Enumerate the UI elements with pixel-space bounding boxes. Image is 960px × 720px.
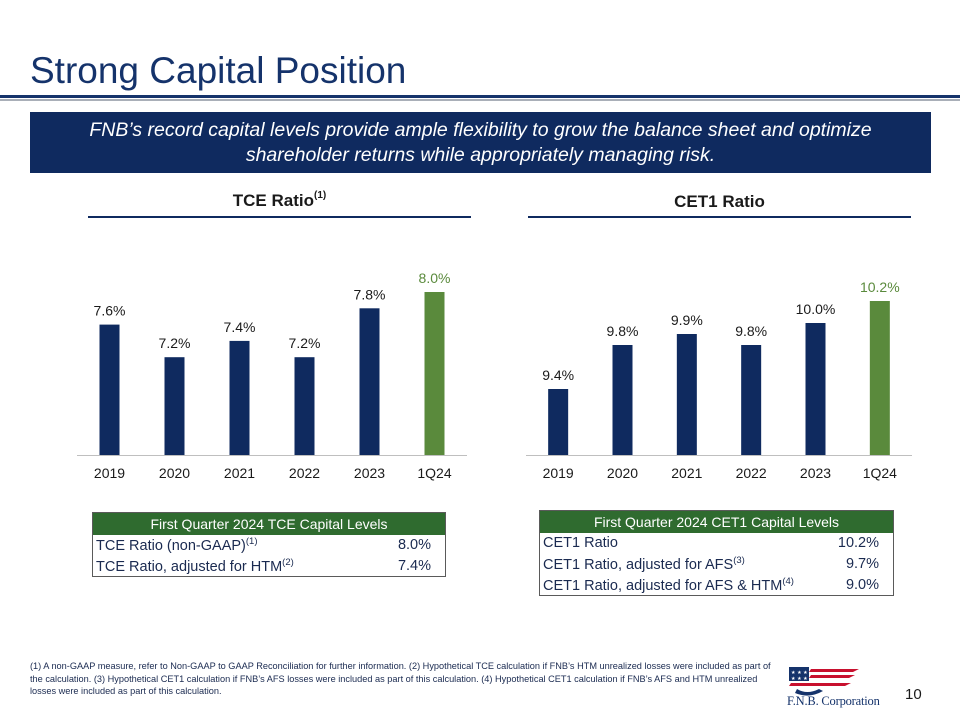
tce-tick-label: 2020: [159, 465, 190, 481]
tce-data-label: 7.2%: [159, 335, 191, 351]
cet1-capital-levels-table: First Quarter 2024 CET1 Capital Levels C…: [539, 510, 894, 596]
key-message-banner: FNB’s record capital levels provide ampl…: [30, 112, 931, 173]
row-label: CET1 Ratio: [540, 533, 828, 554]
cet1-tick-label: 2023: [800, 465, 831, 481]
table-row: TCE Ratio, adjusted for HTM(2) 7.4%: [93, 556, 446, 577]
table-header: First Quarter 2024 CET1 Capital Levels: [539, 510, 894, 533]
row-label-text: CET1 Ratio, adjusted for AFS & HTM: [543, 577, 783, 594]
cet1-data-label: 10.2%: [860, 279, 900, 295]
banner-line-1: FNB’s record capital levels provide ampl…: [89, 119, 872, 141]
tce-title-footnote: (1): [314, 190, 327, 201]
cet1-tick-label: 2021: [671, 465, 702, 481]
cet1-data-label: 9.8%: [607, 323, 639, 339]
row-footnote-marker: (2): [282, 556, 294, 568]
tce-heading-rule: [88, 216, 471, 218]
row-value: 9.7%: [845, 556, 879, 572]
tce-tick-label: 2019: [94, 465, 125, 481]
cet1-bar-2019: [548, 389, 569, 455]
row-footnote-marker: (4): [782, 575, 794, 587]
title-divider: [0, 95, 960, 98]
row-label: TCE Ratio (non-GAAP)(1): [93, 535, 376, 556]
table-row: CET1 Ratio, adjusted for AFS & HTM(4) 9.…: [540, 575, 894, 596]
cet1-bar-2021: [676, 334, 697, 455]
tce-tick-label: 2022: [289, 465, 320, 481]
tce-bar-2021: [229, 340, 250, 455]
cet1-tick-label: 2022: [736, 465, 767, 481]
tce-chart-title: TCE Ratio: [232, 191, 314, 210]
row-value: 7.4%: [397, 557, 431, 574]
cet1-chart-heading: CET1 Ratio: [528, 192, 911, 212]
tce-capital-levels-table: First Quarter 2024 TCE Capital Levels TC…: [92, 512, 446, 577]
tce-tick-label: 2023: [354, 465, 385, 481]
cet1-tick-label: 2020: [607, 465, 638, 481]
row-label-text: CET1 Ratio, adjusted for AFS: [543, 556, 734, 573]
table-header-row: First Quarter 2024 TCE Capital Levels: [92, 512, 446, 535]
row-label: CET1 Ratio, adjusted for AFS & HTM(4): [540, 575, 828, 596]
svg-text:★ ★ ★: ★ ★ ★: [791, 670, 808, 676]
cet1-tick-label: 1Q24: [863, 465, 897, 481]
banner-line-2: shareholder returns while appropriately …: [245, 144, 716, 166]
tce-tick-label: 1Q24: [417, 465, 451, 481]
company-logo-text: F.N.B. Corporation: [787, 694, 880, 708]
tce-data-label: 8.0%: [419, 270, 451, 286]
cet1-data-label: 9.9%: [671, 312, 703, 328]
fnb-logo-icon: ★ ★ ★ ★ ★ ★: [789, 667, 859, 696]
table-header: First Quarter 2024 TCE Capital Levels: [92, 512, 446, 535]
cet1-chart-title: CET1 Ratio: [674, 192, 765, 211]
footnote-text: (1) A non-GAAP measure, refer to Non-GAA…: [30, 661, 771, 696]
svg-text:★ ★ ★: ★ ★ ★: [791, 676, 808, 682]
table-row: TCE Ratio (non-GAAP)(1) 8.0%: [93, 535, 446, 556]
tce-data-label: 7.2%: [289, 335, 321, 351]
row-label-text: TCE Ratio (non-GAAP): [96, 537, 246, 554]
tce-data-label: 7.8%: [354, 286, 386, 302]
row-label-text: TCE Ratio, adjusted for HTM: [96, 558, 283, 575]
tce-tick-label: 2021: [224, 465, 255, 481]
table-row: CET1 Ratio, adjusted for AFS(3) 9.7%: [540, 554, 894, 575]
tce-bar-2019: [99, 324, 120, 455]
tce-data-label: 7.4%: [224, 319, 256, 335]
tce-bar-2020: [164, 357, 185, 455]
row-value: 8.0%: [397, 537, 431, 553]
row-label-text: CET1 Ratio: [543, 535, 618, 551]
row-value: 10.2%: [837, 535, 879, 551]
row-footnote-marker: (3): [733, 555, 745, 567]
cet1-bar-2022: [741, 345, 762, 455]
title-divider-gray: [0, 99, 960, 101]
cet1-bar-1q24: [869, 301, 890, 455]
table-row: CET1 Ratio 10.2%: [540, 533, 894, 554]
row-value: 9.0%: [845, 576, 879, 593]
page-number: 10: [905, 686, 922, 703]
tce-bar-2023: [359, 308, 380, 455]
cet1-data-label: 9.8%: [735, 323, 767, 339]
tce-data-label: 7.6%: [94, 303, 126, 319]
row-label: TCE Ratio, adjusted for HTM(2): [93, 556, 376, 577]
cet1-tick-label: 2019: [543, 465, 574, 481]
row-footnote-marker: (1): [245, 536, 258, 548]
row-label: CET1 Ratio, adjusted for AFS(3): [540, 554, 828, 575]
tce-bar-1q24: [424, 292, 445, 455]
cet1-bar-2020: [612, 345, 633, 455]
tce-bar-2022: [294, 357, 315, 455]
table-header-row: First Quarter 2024 CET1 Capital Levels: [539, 510, 894, 533]
slide-title: Strong Capital Position: [30, 50, 407, 91]
cet1-bar-2023: [805, 323, 826, 455]
cet1-heading-rule: [528, 216, 911, 218]
cet1-data-label: 9.4%: [542, 367, 574, 383]
tce-chart-heading: TCE Ratio(1): [88, 190, 471, 211]
cet1-data-label: 10.0%: [796, 301, 836, 317]
